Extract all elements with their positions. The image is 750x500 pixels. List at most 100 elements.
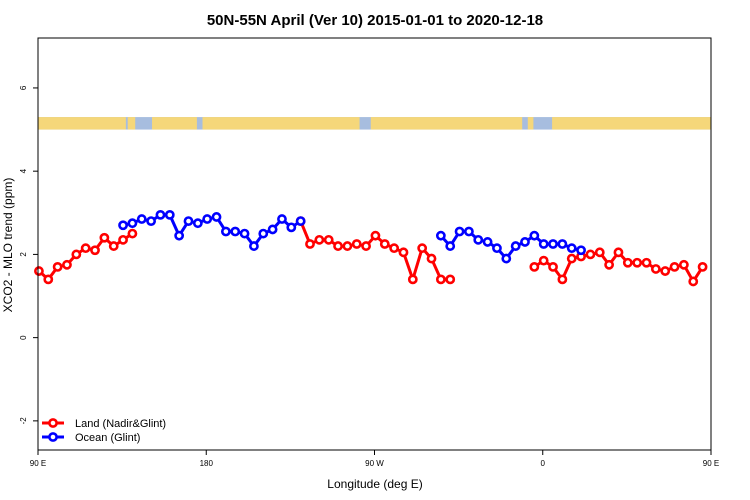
data-point bbox=[435, 274, 446, 285]
data-point bbox=[566, 243, 577, 254]
data-point bbox=[538, 239, 549, 249]
data-point bbox=[286, 222, 297, 233]
data-point bbox=[594, 247, 605, 258]
data-point bbox=[230, 226, 241, 237]
data-point bbox=[323, 234, 334, 245]
data-point bbox=[118, 220, 128, 231]
x-tick-label: 90 E bbox=[30, 459, 46, 468]
data-point bbox=[697, 261, 708, 272]
data-point bbox=[492, 243, 502, 254]
data-point bbox=[34, 266, 44, 276]
data-point bbox=[174, 230, 185, 241]
x-axis: 90 E 180 90 W 0 90 E bbox=[30, 450, 719, 468]
data-point bbox=[538, 255, 549, 266]
data-point bbox=[277, 214, 287, 224]
y-tick-label: -2 bbox=[19, 417, 28, 425]
data-point bbox=[118, 234, 128, 245]
data-point bbox=[211, 212, 222, 222]
data-point bbox=[566, 253, 577, 264]
data-point bbox=[127, 228, 138, 239]
data-point bbox=[202, 214, 213, 224]
surface-strip-land bbox=[552, 117, 711, 130]
data-point bbox=[660, 266, 671, 276]
data-point bbox=[501, 253, 512, 264]
data-point bbox=[314, 234, 325, 245]
y-axis-label: XCO2 - MLO trend (ppm) bbox=[1, 178, 15, 313]
data-point bbox=[445, 241, 456, 251]
data-point bbox=[342, 241, 353, 251]
data-point bbox=[267, 224, 278, 235]
y-tick-label: 2 bbox=[19, 252, 28, 257]
x-tick-label: 0 bbox=[541, 459, 546, 468]
data-point bbox=[258, 228, 269, 239]
data-point bbox=[557, 274, 568, 285]
data-point bbox=[426, 253, 437, 264]
data-point bbox=[454, 226, 465, 237]
x-axis-label: Longitude (deg E) bbox=[327, 477, 422, 491]
data-point bbox=[650, 264, 661, 274]
surface-strip-land bbox=[38, 117, 126, 130]
data-point bbox=[641, 257, 652, 268]
data-point bbox=[604, 259, 615, 270]
data-point bbox=[249, 241, 259, 251]
data-point bbox=[557, 239, 568, 249]
plot-frame bbox=[37, 37, 712, 451]
series-group bbox=[34, 209, 708, 287]
data-point bbox=[520, 237, 530, 247]
data-point bbox=[548, 261, 558, 272]
data-point bbox=[80, 243, 91, 254]
data-point bbox=[529, 230, 540, 241]
data-point bbox=[155, 209, 166, 220]
surface-strip-land bbox=[152, 117, 197, 130]
surface-strip-land bbox=[202, 117, 360, 130]
data-point bbox=[417, 243, 428, 254]
data-point bbox=[361, 241, 371, 251]
series-land bbox=[34, 216, 708, 287]
data-point bbox=[379, 239, 390, 249]
series-line bbox=[299, 220, 451, 285]
series-ocean bbox=[118, 209, 586, 264]
data-point bbox=[164, 209, 175, 220]
x-tick-label: 180 bbox=[200, 459, 214, 468]
data-point bbox=[632, 257, 643, 268]
data-point bbox=[622, 257, 633, 268]
data-point bbox=[669, 261, 680, 272]
data-point bbox=[108, 241, 119, 251]
data-point bbox=[398, 247, 409, 258]
legend-marker bbox=[48, 432, 58, 442]
data-point bbox=[473, 234, 484, 245]
surface-strip-land bbox=[527, 117, 534, 130]
data-point bbox=[295, 216, 306, 227]
surface-strip bbox=[38, 117, 711, 130]
data-point bbox=[90, 245, 100, 256]
data-point bbox=[305, 239, 315, 249]
data-point bbox=[52, 261, 63, 272]
legend-label: Land (Nadir&Glint) bbox=[75, 418, 166, 430]
data-point bbox=[688, 276, 699, 287]
surface-strip-land bbox=[127, 117, 136, 130]
chart-title: 50N-55N April (Ver 10) 2015-01-01 to 202… bbox=[207, 12, 543, 29]
data-point bbox=[71, 249, 82, 260]
data-point bbox=[351, 239, 362, 249]
data-point bbox=[370, 230, 381, 241]
data-point bbox=[183, 216, 194, 227]
data-point bbox=[435, 230, 446, 241]
data-point bbox=[445, 274, 456, 285]
data-point bbox=[482, 237, 493, 247]
data-point bbox=[548, 239, 558, 249]
data-point bbox=[127, 218, 138, 229]
data-point bbox=[192, 218, 203, 229]
data-point bbox=[136, 214, 147, 224]
data-point bbox=[333, 241, 343, 251]
legend-label: Ocean (Glint) bbox=[75, 432, 140, 444]
data-point bbox=[585, 249, 596, 260]
data-point bbox=[576, 245, 586, 256]
data-point bbox=[510, 241, 521, 251]
x-tick-label: 90 W bbox=[365, 459, 384, 468]
data-point bbox=[146, 216, 157, 227]
data-point bbox=[464, 226, 474, 237]
legend: Land (Nadir&Glint) Ocean (Glint) bbox=[42, 418, 166, 444]
data-point bbox=[407, 274, 418, 285]
y-tick-label: 0 bbox=[19, 335, 28, 340]
